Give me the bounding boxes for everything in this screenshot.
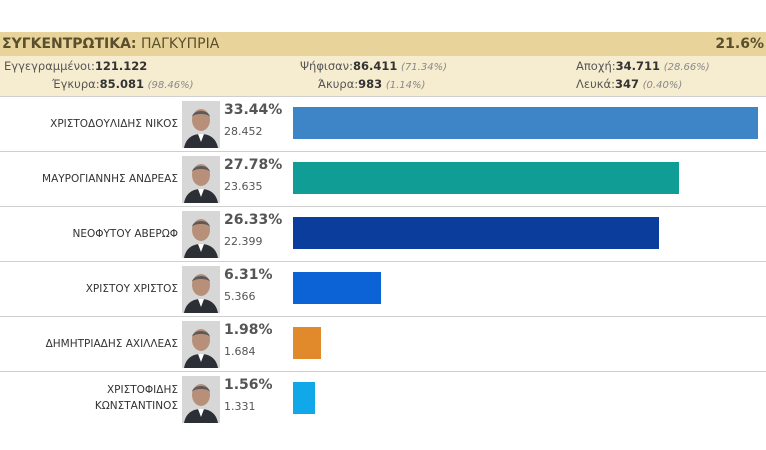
result-bar: [293, 327, 321, 359]
candidate-name: ΝΕΟΦΥΤΟΥ ΑΒΕΡΩΦ: [72, 226, 178, 242]
percent-label: 33.44%: [224, 102, 283, 118]
turnout-figure: 21.6%: [715, 36, 764, 52]
candidate-name-line: ΔΗΜΗΤΡΙΑΔΗΣ ΑΧΙΛΛΕΑΣ: [45, 338, 178, 350]
candidate-name: ΧΡΙΣΤΟΦΙΔΗΣ ΚΩΝΣΤΑΝΤΙΝΟΣ: [95, 382, 178, 414]
stat-value: 983: [358, 77, 383, 91]
candidate-name-line: ΜΑΥΡΟΓΙΑΝΝΗΣ ΑΝΔΡΕΑΣ: [42, 173, 178, 185]
vote-count-label: 23.635: [224, 180, 263, 193]
summary-title-bold: ΣΥΓΚΕΝΤΡΩΤΙΚΑ:: [2, 36, 137, 52]
stat-abstained: Αποχή:34.711 (28.66%): [576, 59, 710, 73]
candidate-photo-icon: [182, 266, 220, 313]
candidate-photo-icon: [182, 156, 220, 203]
percent-label: 6.31%: [224, 267, 273, 283]
stat-label: Λευκά:: [576, 77, 615, 91]
candidate-name-line: ΧΡΙΣΤΟΥ ΧΡΙΣΤΟΣ: [85, 283, 178, 295]
candidate-name-line: ΧΡΙΣΤΟΦΙΔΗΣ: [106, 384, 178, 396]
stat-voted: Ψήφισαν:86.411 (71.34%): [300, 59, 447, 73]
vote-count-label: 1.684: [224, 345, 256, 358]
stats-panel: Εγγεγραμμένοι:121.122 Ψήφισαν:86.411 (71…: [0, 56, 766, 96]
candidate-name: ΔΗΜΗΤΡΙΑΔΗΣ ΑΧΙΛΛΕΑΣ: [46, 336, 178, 352]
result-bar: [293, 107, 758, 139]
vote-count-label: 1.331: [224, 400, 256, 413]
percent-label: 1.98%: [224, 322, 273, 338]
stat-blank: Λευκά:347 (0.40%): [576, 77, 682, 91]
stat-registered: Εγγεγραμμένοι:121.122: [4, 59, 147, 73]
summary-header: ΣΥΓΚΕΝΤΡΩΤΙΚΑ: ΠΑΓΚΥΠΡΙΑ 21.6%: [0, 32, 766, 56]
stat-label: Ψήφισαν:: [300, 59, 353, 73]
stat-label: Εγγεγραμμένοι:: [4, 59, 95, 73]
summary-title: ΣΥΓΚΕΝΤΡΩΤΙΚΑ: ΠΑΓΚΥΠΡΙΑ: [2, 36, 219, 52]
result-bar: [293, 382, 315, 414]
stat-percent: (98.46%): [147, 80, 194, 91]
candidate-row: ΜΑΥΡΟΓΙΑΝΝΗΣ ΑΝΔΡΕΑΣ 27.78% 23.635: [0, 151, 766, 207]
stat-label: Αποχή:: [576, 59, 616, 73]
candidate-row: ΧΡΙΣΤΟΦΙΔΗΣ ΚΩΝΣΤΑΝΤΙΝΟΣ 1.56% 1.331: [0, 371, 766, 427]
stat-percent: (1.14%): [385, 80, 426, 91]
results-board: ΣΥΓΚΕΝΤΡΩΤΙΚΑ: ΠΑΓΚΥΠΡΙΑ 21.6% Εγγεγραμμ…: [0, 32, 766, 423]
stat-value: 347: [614, 77, 639, 91]
percent-label: 27.78%: [224, 157, 283, 173]
stat-invalid: Άκυρα:983 (1.14%): [318, 77, 425, 91]
candidate-name: ΧΡΙΣΤΟΔΟΥΛΙΔΗΣ ΝΙΚΟΣ: [50, 116, 178, 132]
candidate-row: ΧΡΙΣΤΟΔΟΥΛΙΔΗΣ ΝΙΚΟΣ 33.44% 28.452: [0, 96, 766, 152]
result-bar: [293, 162, 680, 194]
vote-count-label: 5.366: [224, 290, 256, 303]
candidate-row: ΧΡΙΣΤΟΥ ΧΡΙΣΤΟΣ 6.31% 5.366: [0, 261, 766, 317]
stat-value: 121.122: [94, 59, 148, 73]
percent-label: 1.56%: [224, 377, 273, 393]
stat-value: 86.411: [353, 59, 398, 73]
result-bar: [293, 272, 381, 304]
stat-percent: (0.40%): [642, 80, 683, 91]
stat-valid: Έγκυρα:85.081 (98.46%): [52, 77, 194, 91]
stat-label: Έγκυρα:: [52, 77, 100, 91]
result-bar: [293, 217, 660, 249]
vote-count-label: 22.399: [224, 235, 263, 248]
stat-value: 34.711: [615, 59, 661, 73]
stat-value: 85.081: [99, 77, 144, 91]
candidate-name: ΧΡΙΣΤΟΥ ΧΡΙΣΤΟΣ: [86, 281, 178, 297]
candidate-photo-icon: [182, 321, 220, 368]
candidate-row: ΝΕΟΦΥΤΟΥ ΑΒΕΡΩΦ 26.33% 22.399: [0, 206, 766, 262]
candidate-name: ΜΑΥΡΟΓΙΑΝΝΗΣ ΑΝΔΡΕΑΣ: [42, 171, 178, 187]
candidate-photo-icon: [182, 211, 220, 258]
candidate-name-line: ΚΩΝΣΤΑΝΤΙΝΟΣ: [94, 400, 178, 412]
candidate-photo-icon: [182, 101, 220, 148]
stat-label: Άκυρα:: [318, 77, 359, 91]
vote-count-label: 28.452: [224, 125, 263, 138]
stat-percent: (71.34%): [401, 62, 447, 73]
candidate-row: ΔΗΜΗΤΡΙΑΔΗΣ ΑΧΙΛΛΕΑΣ 1.98% 1.684: [0, 316, 766, 372]
stat-percent: (28.66%): [663, 62, 710, 73]
summary-title-region: ΠΑΓΚΥΠΡΙΑ: [140, 36, 220, 52]
candidate-photo-icon: [182, 376, 220, 423]
percent-label: 26.33%: [224, 212, 283, 228]
candidate-name-line: ΧΡΙΣΤΟΔΟΥΛΙΔΗΣ ΝΙΚΟΣ: [50, 118, 178, 130]
candidate-name-line: ΝΕΟΦΥΤΟΥ ΑΒΕΡΩΦ: [72, 228, 178, 240]
